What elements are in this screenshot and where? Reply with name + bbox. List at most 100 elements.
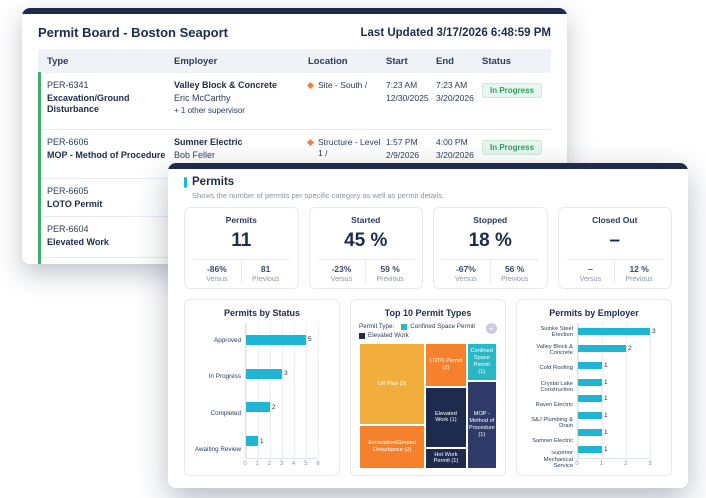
kpi-versus-label: Versus bbox=[330, 276, 353, 283]
table-header-row: Type Employer Location Start End Status bbox=[38, 49, 551, 73]
more-supervisors: + 1 other supervisor bbox=[174, 106, 245, 115]
supervisor-name: Bob Feller bbox=[174, 150, 216, 160]
gridline bbox=[626, 323, 627, 458]
treemap-block[interactable]: Confined Space Permit (1) bbox=[466, 343, 497, 381]
axis-tick-label: 2 bbox=[623, 461, 628, 467]
treemap-block[interactable]: Hot Work Permit (1) bbox=[425, 447, 467, 469]
expand-icon[interactable]: + bbox=[486, 323, 497, 334]
bar-value-label: 3 bbox=[284, 370, 288, 378]
kpi-title: Stopped bbox=[473, 215, 508, 225]
permit-id: PER-6604 bbox=[47, 224, 89, 234]
permit-id: PER-6341 bbox=[47, 80, 89, 90]
section-accent-bar bbox=[184, 176, 187, 188]
bar-row: 5 bbox=[246, 323, 318, 357]
bar[interactable] bbox=[578, 412, 602, 420]
bar-row: 1 bbox=[578, 441, 650, 458]
bar[interactable] bbox=[246, 402, 270, 413]
bar[interactable] bbox=[246, 334, 306, 345]
page-title: Permit Board - Boston Seaport bbox=[38, 25, 228, 40]
bar-row: 3 bbox=[578, 323, 656, 340]
axis-tick-label: 1 bbox=[255, 461, 259, 467]
kpi-card-started: Started 45 % -23% Versus 59 % Previous bbox=[308, 207, 423, 289]
bar[interactable] bbox=[578, 429, 602, 437]
chart-title: Top 10 Permit Types bbox=[384, 308, 472, 318]
kpi-versus-value: -23% bbox=[331, 264, 352, 274]
axis-tick-label: 0 bbox=[243, 461, 247, 467]
legend-label: Permit Type: bbox=[359, 323, 395, 330]
last-updated-text: Last Updated 3/17/2026 6:48:59 PM bbox=[360, 26, 551, 39]
treemap-area: Lift Plan (3) LOTO Permit (2) Confined Spa… bbox=[359, 343, 497, 469]
start-date: 2/9/2026 bbox=[386, 150, 420, 160]
start-time: 7:23 AM bbox=[386, 80, 418, 90]
bar[interactable] bbox=[578, 395, 602, 403]
axis-tick-label: 1 bbox=[599, 461, 603, 467]
kpi-versus-value: -86% bbox=[206, 264, 227, 274]
treemap-block[interactable]: Elevated Work (1) bbox=[425, 387, 467, 448]
category-label: Cold Roofing bbox=[539, 365, 573, 372]
kpi-previous-value: 56 % bbox=[504, 264, 525, 274]
window-top-bar bbox=[22, 8, 567, 14]
treemap-block[interactable]: Lift Plan (3) bbox=[359, 343, 426, 425]
bar[interactable] bbox=[246, 436, 258, 447]
kpi-card-stopped: Stopped 18 % -67% Versus 56 % Previous bbox=[433, 207, 548, 289]
bar[interactable] bbox=[578, 361, 602, 369]
status-badge: In Progress bbox=[482, 140, 543, 155]
table-row[interactable]: PER-6341 Excavation/Ground Disturbance V… bbox=[38, 73, 551, 130]
permit-id: PER-6605 bbox=[47, 186, 89, 196]
category-label: Valley Block & Concrete bbox=[536, 344, 573, 357]
column-header-type: Type bbox=[47, 56, 69, 67]
category-label: Awaiting Review bbox=[194, 446, 241, 454]
kpi-row: Permits 11 -86% Versus 81 Previous Start… bbox=[168, 203, 688, 289]
location-marker-icon bbox=[306, 138, 315, 147]
kpi-value: 11 bbox=[231, 230, 252, 251]
charts-row: Permits by Status Approved In Progress Com… bbox=[168, 289, 688, 488]
status-badge: In Progress bbox=[482, 83, 543, 98]
gridline bbox=[306, 323, 307, 458]
treemap-block[interactable]: LOTO Permit (2) bbox=[425, 343, 467, 388]
category-axis: Suinke Steel Erection Valley Block & Conc… bbox=[525, 323, 573, 469]
permit-board-header: Permit Board - Boston Seaport Last Updat… bbox=[22, 14, 567, 49]
treemap-block[interactable]: MOP - Method of Procedure (1) bbox=[466, 380, 497, 469]
bar-row: 1 bbox=[246, 424, 318, 458]
category-label: Completed bbox=[210, 409, 241, 417]
legend-item[interactable]: Elevated Work bbox=[359, 332, 409, 339]
kpi-title: Closed Out bbox=[592, 215, 638, 225]
legend-item-label: Confined Space Permit bbox=[410, 323, 475, 330]
bar[interactable] bbox=[578, 327, 650, 335]
treemap-legend: Permit Type: Confined Space Permit Elevat… bbox=[359, 323, 481, 339]
window-top-bar bbox=[168, 163, 688, 169]
bar[interactable] bbox=[578, 446, 602, 454]
kpi-card-closed-out: Closed Out – – Versus 12 % Previous bbox=[557, 207, 672, 289]
table-row[interactable]: PER-6606 MOP - Method of Procedure Sumne… bbox=[38, 130, 551, 179]
chart-title: Permits by Employer bbox=[549, 308, 639, 318]
column-header-location: Location bbox=[308, 56, 348, 67]
permits-by-status-chart: Permits by Status Approved In Progress Com… bbox=[184, 299, 340, 476]
x-axis: 0 1 2 3 bbox=[575, 459, 651, 469]
bar[interactable] bbox=[578, 378, 602, 386]
kpi-previous-value: 59 % bbox=[380, 264, 400, 274]
start-time: 1:57 PM bbox=[386, 137, 418, 147]
bar-row: 3 bbox=[246, 357, 318, 391]
end-time: 7:23 AM bbox=[436, 80, 468, 90]
gridline bbox=[318, 323, 319, 458]
kpi-value: – bbox=[609, 230, 621, 251]
kpi-versus-label: Versus bbox=[206, 276, 228, 283]
bar[interactable] bbox=[578, 344, 626, 352]
location-text: Site - South / bbox=[318, 80, 368, 90]
start-date: 12/30/2025 bbox=[386, 93, 429, 103]
gridline bbox=[270, 323, 271, 458]
bar-row: 2 bbox=[578, 340, 650, 357]
permit-board-window: Permit Board - Boston Seaport Last Updat… bbox=[22, 8, 567, 264]
axis-tick-label: 4 bbox=[291, 461, 296, 467]
legend-item[interactable]: Confined Space Permit bbox=[401, 323, 475, 330]
bar-row: 1 bbox=[578, 374, 650, 391]
permits-dashboard-window: Permits Shows the number of permits per … bbox=[168, 163, 688, 488]
column-header-status: Status bbox=[482, 56, 512, 67]
bar[interactable] bbox=[246, 368, 282, 379]
gridline bbox=[246, 323, 247, 458]
bar-value-label: 1 bbox=[604, 446, 608, 454]
treemap-block[interactable]: Excavation/Ground Disturbance (2) bbox=[359, 424, 426, 469]
employer-name: Sumner Electric bbox=[174, 137, 243, 147]
category-axis: Approved In Progress Completed Awaiting Rev… bbox=[193, 323, 241, 469]
category-label: Raven Electric bbox=[535, 401, 573, 408]
